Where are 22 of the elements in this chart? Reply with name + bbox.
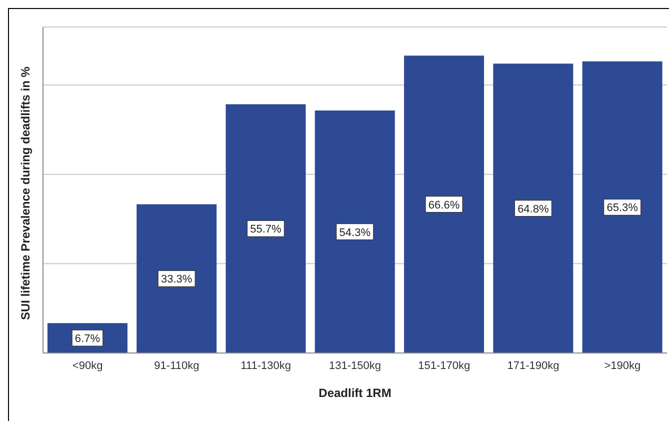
x-tick-label: <90kg	[72, 360, 103, 372]
bar	[226, 104, 306, 353]
bar	[404, 56, 484, 353]
bar	[136, 204, 217, 353]
bar	[493, 64, 574, 353]
x-tick-label: 171-190kg	[507, 360, 560, 372]
x-tick-label: 131-150kg	[329, 360, 381, 372]
bar	[314, 110, 395, 353]
y-axis-title: SUI lifetime Prevalence during deadlifts in %	[18, 66, 32, 320]
data-label: 66.6%	[428, 199, 460, 212]
data-label: 6.7%	[74, 333, 100, 346]
x-tick-label: 151-170kg	[418, 360, 470, 372]
x-tick-label: >190kg	[604, 360, 641, 372]
bar	[582, 61, 662, 353]
data-label: 65.3%	[606, 202, 638, 214]
x-tick-label: 111-130kg	[240, 360, 292, 372]
x-tick-label: 91-110kg	[154, 360, 200, 372]
data-label: 33.3%	[161, 274, 192, 286]
data-label: 55.7%	[250, 224, 282, 236]
x-axis-title: Deadlift 1RM	[318, 386, 392, 400]
data-label: 64.8%	[518, 203, 549, 216]
data-label: 54.3%	[339, 226, 371, 239]
